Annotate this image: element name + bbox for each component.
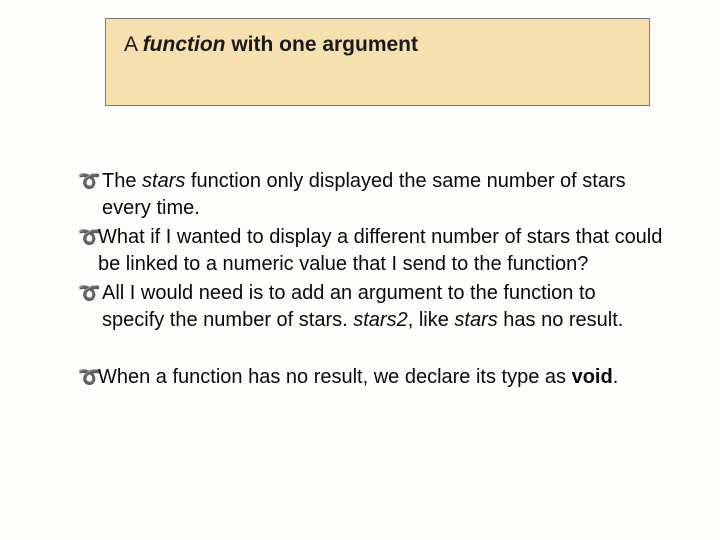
bullet-icon: ➰ xyxy=(78,280,102,307)
bullet-group-1: ➰ The stars function only displayed the … xyxy=(78,168,663,334)
italic-run: stars xyxy=(454,309,497,331)
bullet-text: What if I wanted to display a different … xyxy=(98,224,663,278)
bullet-item: ➰ The stars function only displayed the … xyxy=(78,168,663,222)
italic-run: stars xyxy=(142,170,185,192)
slide-title: A function with one argument xyxy=(124,33,631,57)
title-box: A function with one argument xyxy=(105,18,650,106)
text-run: The xyxy=(102,170,142,192)
bullet-text: All I would need is to add an argument t… xyxy=(102,280,663,334)
bullet-text: When a function has no result, we declar… xyxy=(98,364,663,391)
title-prefix: A xyxy=(124,33,143,56)
bullet-item: ➰ All I would need is to add an argument… xyxy=(78,280,663,334)
title-italic: function xyxy=(143,33,226,56)
bullet-item: ➰What if I wanted to display a different… xyxy=(78,224,663,278)
text-run: has no result. xyxy=(498,309,624,331)
paragraph-gap xyxy=(78,336,663,364)
italic-run: stars2 xyxy=(353,309,407,331)
bullet-group-2: ➰When a function has no result, we decla… xyxy=(78,364,663,391)
content-area: ➰ The stars function only displayed the … xyxy=(78,168,663,393)
bullet-item: ➰When a function has no result, we decla… xyxy=(78,364,663,391)
bullet-icon: ➰ xyxy=(78,224,98,251)
bullet-text: The stars function only displayed the sa… xyxy=(102,168,663,222)
bold-run: void xyxy=(572,366,613,388)
title-rest: with one argument xyxy=(226,33,419,56)
text-run: What if I wanted to display a different … xyxy=(98,226,662,275)
text-run: When a function has no result, we declar… xyxy=(98,366,572,388)
bullet-icon: ➰ xyxy=(78,168,102,195)
text-run: . xyxy=(613,366,619,388)
text-run: , like xyxy=(408,309,455,331)
bullet-icon: ➰ xyxy=(78,364,98,391)
